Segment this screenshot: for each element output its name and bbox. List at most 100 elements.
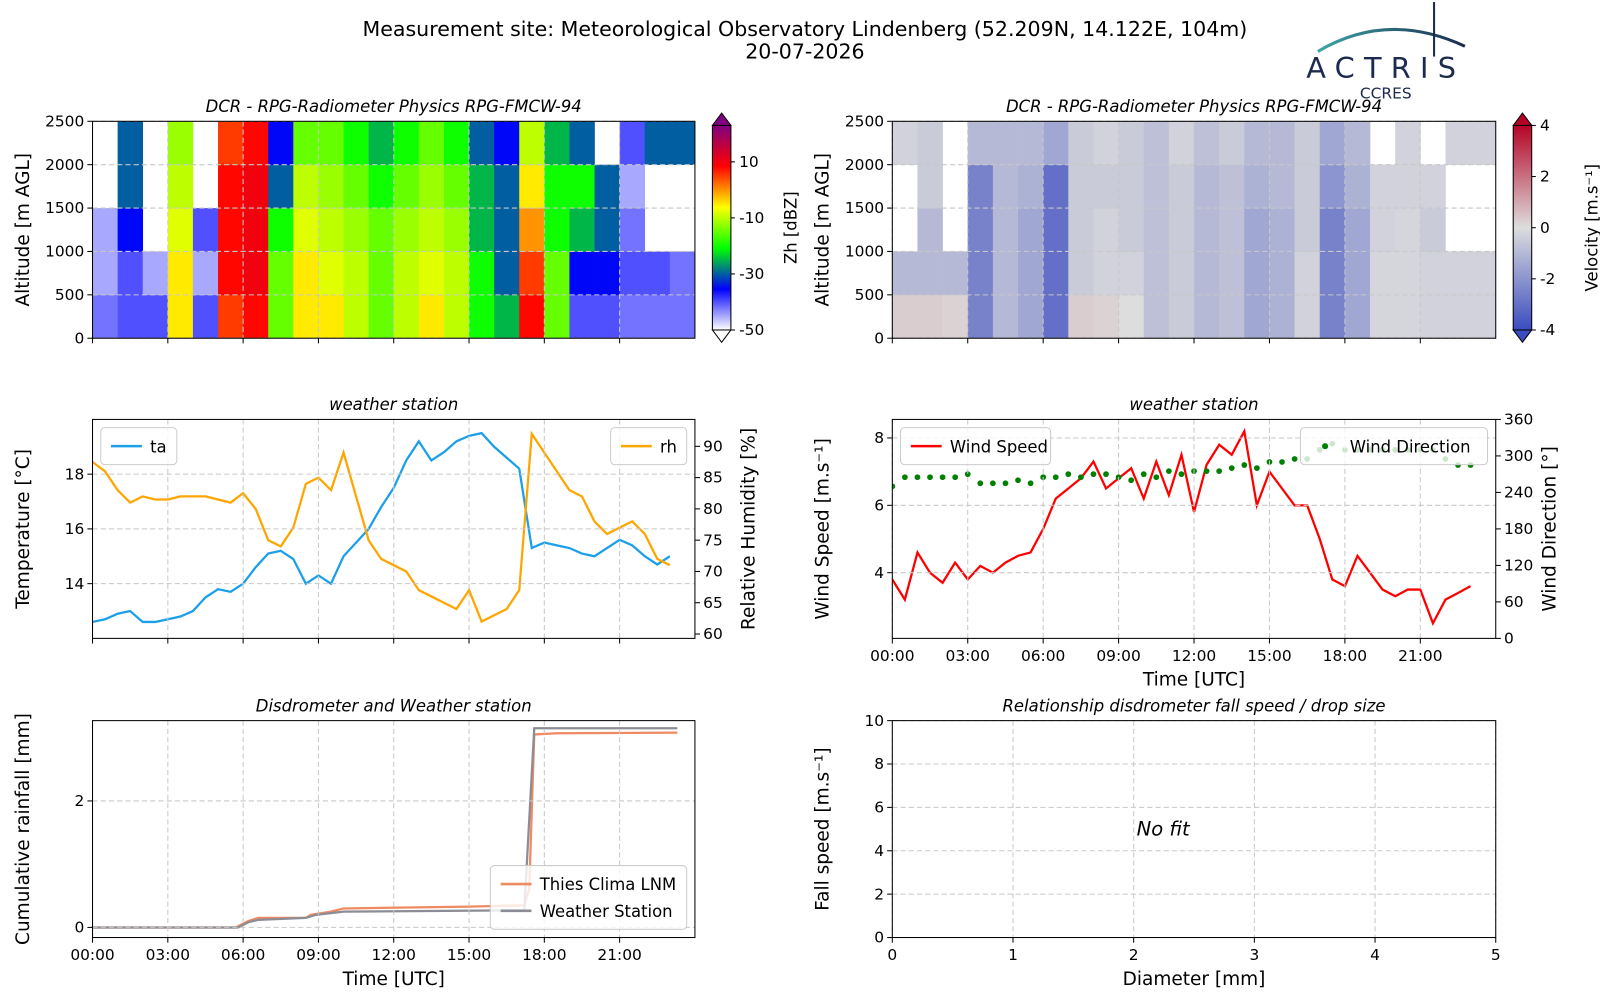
x-tick-label: 0 <box>887 946 897 964</box>
y-tick-label: 0 <box>74 329 84 347</box>
heatmap-cell <box>1168 208 1195 252</box>
legend-label: ta <box>150 437 167 456</box>
legend: Wind Speed <box>900 427 1052 466</box>
y-tick-label: 10 <box>864 712 884 730</box>
heatmap-cell <box>1093 251 1119 296</box>
panel-title: Relationship disdrometer fall speed / dr… <box>1003 696 1386 715</box>
axes-frame <box>92 418 696 639</box>
logo: ACTRIS CCRES <box>1306 2 1466 103</box>
heatmap-cell <box>1319 294 1346 339</box>
x-tick-label: 15:00 <box>447 946 491 964</box>
y-tick-label: 2500 <box>845 112 884 130</box>
heatmap-cell <box>544 251 570 296</box>
heatmap-cell <box>1269 121 1295 165</box>
colorbar-tick-label: 10 <box>739 153 759 171</box>
heatmap-cell <box>1068 251 1094 296</box>
y2-tick-label: 90 <box>703 437 723 455</box>
colorbar-tick-label: -50 <box>739 321 764 339</box>
heatmap-cell <box>218 121 244 165</box>
data-point <box>1291 456 1298 462</box>
x-tick-label: 5 <box>1491 946 1501 964</box>
heatmap-cell <box>1269 208 1295 252</box>
heatmap-cell <box>594 164 620 209</box>
heatmap-cell <box>1093 208 1119 252</box>
heatmap-cell <box>117 121 144 165</box>
legend-label: Wind Direction <box>1350 437 1471 456</box>
heatmap-cell <box>644 294 671 339</box>
x-tick-label: 21:00 <box>1398 647 1442 665</box>
y-tick-label: 1500 <box>845 199 884 217</box>
heatmap-cell <box>469 121 495 165</box>
heatmap-cell <box>544 164 570 209</box>
heatmap-cell <box>1143 164 1170 209</box>
heatmap-cell <box>218 251 244 296</box>
heatmap-cell <box>418 164 445 209</box>
data-point <box>1015 477 1021 484</box>
heatmap-cell <box>1168 164 1195 209</box>
heatmap-cell <box>669 294 695 339</box>
y-axis-label: Altitude [m AGL] <box>813 153 834 306</box>
data-point <box>989 480 996 487</box>
legend-box <box>489 865 688 930</box>
y-axis-label: Fall speed [m.s⁻¹] <box>813 747 834 910</box>
x-tick-label: 1 <box>1008 946 1018 964</box>
heatmap-cell <box>1319 164 1346 209</box>
x-tick-label: 15:00 <box>1247 647 1291 665</box>
heatmap-cell <box>443 208 470 252</box>
data-point <box>901 474 908 481</box>
heatmap-cell <box>669 121 695 165</box>
y-tick-label: 2000 <box>845 156 884 174</box>
heatmap-cell <box>1018 251 1044 296</box>
colorbar-tick-label: -2 <box>1540 270 1555 288</box>
x-tick-label: 3 <box>1249 946 1259 964</box>
heatmap-cell <box>1118 251 1145 296</box>
heatmap-cell <box>942 294 969 339</box>
plot-area <box>92 430 671 624</box>
heatmap-cell <box>92 251 118 296</box>
heatmap-cell <box>594 294 620 339</box>
heatmap-cell <box>1194 208 1220 252</box>
heatmap-cell <box>1294 121 1321 165</box>
heatmap-cell <box>1068 294 1094 339</box>
data-point <box>1254 465 1260 471</box>
heatmap-cell <box>519 208 545 252</box>
x-tick-label: 4 <box>1370 946 1380 964</box>
y-tick-label: 8 <box>874 755 884 773</box>
heatmap-cell <box>619 294 646 339</box>
x-tick-label: 09:00 <box>296 946 340 964</box>
heatmap-cell <box>1445 251 1471 296</box>
heatmap-cell <box>569 294 595 339</box>
heatmap-cell <box>418 294 445 339</box>
panel-title: Disdrometer and Weather station <box>256 696 532 715</box>
heatmap-cell <box>268 164 294 209</box>
data-point <box>1103 471 1109 478</box>
colorbar-tick-label: 0 <box>1540 219 1550 237</box>
heatmap-cell <box>117 164 144 209</box>
heatmap-cell <box>318 251 344 296</box>
heatmap-cell <box>967 164 994 209</box>
heatmap-cell <box>494 121 520 165</box>
x-tick-label: 18:00 <box>1323 647 1367 665</box>
annotation: No fit <box>1137 817 1191 840</box>
heatmap-cell <box>1118 294 1145 339</box>
heatmap-cell <box>967 121 994 165</box>
x-tick-label: 03:00 <box>146 946 190 964</box>
heatmap-cell <box>443 294 470 339</box>
x-axis-label: Time [UTC] <box>342 969 445 990</box>
figure-title: Measurement site: Meteorological Observa… <box>363 17 1248 41</box>
data-point <box>927 474 933 481</box>
heatmap-cell <box>142 251 169 296</box>
colorbar-tick-label: -4 <box>1540 321 1555 339</box>
y-tick-label: 4 <box>874 564 884 582</box>
heatmap-cell <box>1344 164 1371 209</box>
heatmap-cell <box>1470 294 1496 339</box>
heatmap-cell <box>569 251 595 296</box>
x-tick-label: 12:00 <box>1172 647 1216 665</box>
heatmap-cell <box>1420 164 1446 209</box>
heatmap-cell <box>1043 121 1069 165</box>
heatmap-cell <box>1219 121 1245 165</box>
heatmap-cell <box>1395 164 1421 209</box>
axes-frame <box>92 120 696 339</box>
canvas: Measurement site: Meteorological Observa… <box>13 2 1600 990</box>
